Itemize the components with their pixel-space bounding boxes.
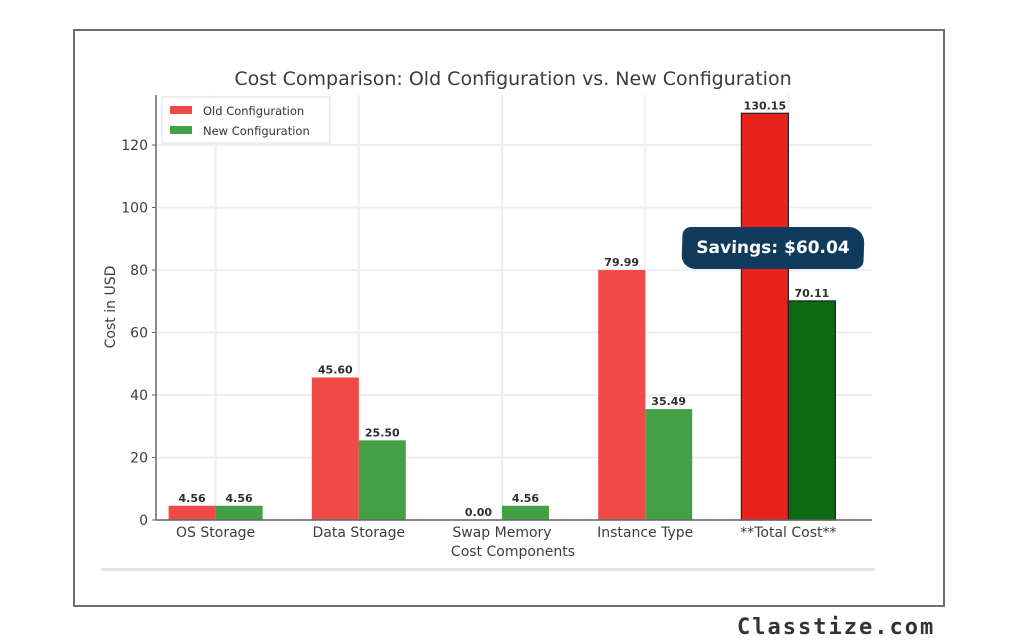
y-axis-ticks: 0 20 40 60 80 100 120 <box>121 138 156 529</box>
y-tick-label: 20 <box>130 451 148 467</box>
bar-new <box>215 505 263 520</box>
watermark: Classtize.com <box>737 615 936 640</box>
bar-old <box>311 377 359 520</box>
x-tick-label: Swap Memory <box>452 525 551 541</box>
bar-value-label: 70.11 <box>795 287 830 300</box>
y-tick-label: 80 <box>130 263 148 279</box>
y-tick-label: 100 <box>121 201 148 217</box>
x-tick-label: Instance Type <box>597 525 693 541</box>
y-tick-label: 120 <box>121 138 148 154</box>
legend-swatch-new <box>170 126 192 134</box>
bar-value-label: 4.56 <box>179 492 206 505</box>
savings-annotation: Savings: $60.04 <box>683 229 863 267</box>
y-axis-label: Cost in USD <box>103 266 119 349</box>
bar-new <box>502 505 549 520</box>
bar-old <box>740 112 790 521</box>
bar-new <box>358 440 406 520</box>
bars: 4.56 4.56 45.60 25.50 0.00 4.56 79.99 35.49 130.… <box>168 99 837 521</box>
bar-new <box>787 300 837 521</box>
x-axis-label: Cost Components <box>451 544 575 560</box>
bar-value-label: 25.50 <box>365 426 400 439</box>
x-tick-label: **Total Cost** <box>740 525 836 541</box>
bar-old <box>168 505 216 520</box>
bar-value-label: 130.15 <box>744 99 786 112</box>
x-tick-label: Data Storage <box>312 525 405 541</box>
legend-label-old: Old Configuration <box>203 104 304 118</box>
legend-label-new: New Configuration <box>203 124 310 138</box>
bar-value-label: 0.00 <box>465 506 492 519</box>
bar-value-label: 35.49 <box>651 395 686 408</box>
y-tick-label: 40 <box>130 388 148 404</box>
legend: Old Configuration New Configuration <box>161 96 331 144</box>
y-tick-label: 60 <box>130 326 148 342</box>
bar-old <box>598 270 646 520</box>
chart-title: Cost Comparison: Old Configuration vs. N… <box>234 68 791 90</box>
divider <box>101 568 875 571</box>
bar-value-label: 4.56 <box>226 492 253 505</box>
legend-swatch-old <box>170 106 192 114</box>
bar-new <box>645 409 693 520</box>
bar-value-label: 4.56 <box>512 492 539 505</box>
y-tick-label: 0 <box>139 513 148 529</box>
x-tick-label: OS Storage <box>176 525 255 541</box>
bar-value-label: 45.60 <box>318 364 353 377</box>
legend-box <box>161 96 331 144</box>
bar-value-label: 79.99 <box>604 256 639 269</box>
x-axis-ticks: OS Storage Data Storage Swap Memory Instanc… <box>176 525 837 541</box>
